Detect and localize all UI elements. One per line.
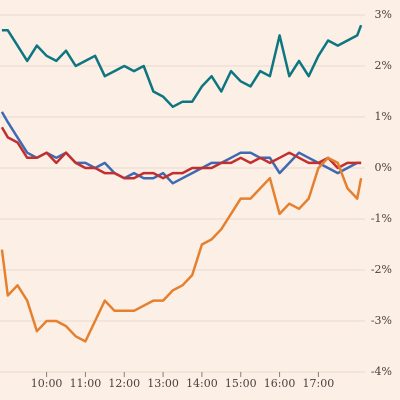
y-tick-label: 1% [375, 110, 392, 123]
x-tick-label: 10:00 [31, 377, 63, 390]
y-tick-label: -1% [371, 212, 392, 225]
series-line [0, 111, 362, 185]
y-tick-label: 0% [375, 161, 392, 174]
series-line [0, 156, 363, 343]
x-tick-label: 14:00 [186, 377, 218, 390]
y-tick-label: -3% [371, 314, 392, 327]
y-tick-label: -4% [371, 365, 392, 378]
y-tick-label: -2% [371, 263, 392, 276]
x-tick-label: 17:00 [303, 377, 335, 390]
x-tick-label: 12:00 [108, 377, 140, 390]
series-line [1, 24, 363, 109]
y-tick-label: 3% [375, 8, 392, 21]
x-tick-label: 11:00 [70, 377, 102, 390]
x-tick-label: 16:00 [264, 377, 296, 390]
y-tick-label: 2% [375, 59, 392, 72]
series-line [0, 126, 362, 180]
x-tick-label: 13:00 [147, 377, 179, 390]
x-tick-label: 15:00 [225, 377, 257, 390]
